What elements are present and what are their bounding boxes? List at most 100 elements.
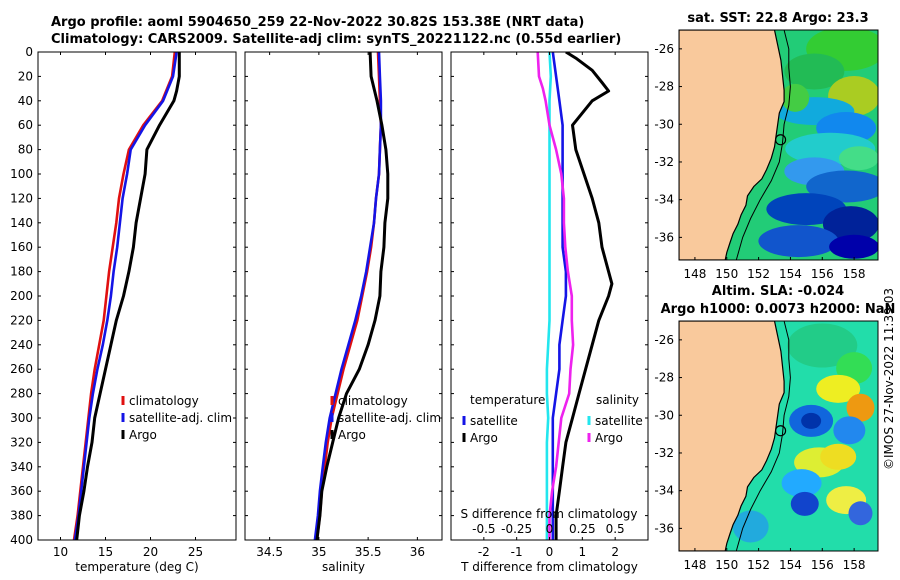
temp-axis-label: temperature (deg C) — [75, 560, 198, 574]
depth-tick-label: 220 — [10, 313, 33, 327]
sst-shelf-contour — [735, 30, 791, 260]
temp-series-argo — [75, 52, 181, 540]
sla-float-marker — [774, 425, 787, 437]
depth-tick-label: 340 — [10, 460, 33, 474]
depth-tick-label: 60 — [18, 118, 33, 132]
depth-tick-label: 240 — [10, 338, 33, 352]
depth-tick-label: 20 — [18, 69, 33, 83]
diff-series-t-argo — [554, 52, 614, 540]
sla-lat-tick-label: -36 — [654, 521, 674, 535]
sal-xtick-label: 35 — [311, 545, 326, 559]
diff-legend-label: satellite — [470, 414, 518, 428]
sla-field-patch — [732, 510, 769, 543]
depth-tick-label: 360 — [10, 484, 33, 498]
sst-lon-tick-label: 158 — [843, 267, 866, 281]
sla-map-subtitle: Argo h1000: 0.0073 h2000: NaN — [661, 302, 896, 317]
depth-tick-label: 80 — [18, 143, 33, 157]
sst-field-patch — [822, 206, 878, 243]
sla-map-group — [679, 321, 878, 551]
sst-lon-tick-label: 152 — [747, 267, 770, 281]
sst-lat-tick-label: -30 — [654, 117, 674, 131]
sst-lon-tick-label: 154 — [779, 267, 802, 281]
depth-tick-label: 320 — [10, 435, 33, 449]
sla-lon-tick-label: 156 — [811, 558, 834, 572]
temp-series-satellite-adj-clim — [73, 52, 178, 540]
sal-legend-label: climatology — [338, 394, 408, 408]
sla-lat-tick-label: -28 — [654, 371, 674, 385]
sst-land — [679, 30, 785, 260]
diff-legend-title-temperature: temperature — [470, 393, 545, 407]
depth-tick-label: 180 — [10, 265, 33, 279]
depth-tick-label: 160 — [10, 240, 33, 254]
sla-lat-tick-label: -26 — [654, 333, 674, 347]
depth-tick-label: 100 — [10, 167, 33, 181]
salinity-diff-tick-label: -0.5 — [472, 522, 495, 536]
sla-field-patch — [801, 412, 822, 429]
sal-series-group — [313, 52, 390, 540]
temp-legend-label: Argo — [129, 428, 157, 442]
temp-plot-frame — [37, 51, 237, 541]
sst-field-patch — [829, 234, 878, 259]
diff-legend-label: Argo — [470, 431, 498, 445]
diff-series-group — [536, 52, 614, 540]
sst-field-patch — [806, 170, 878, 203]
diff-xtick-label: 1 — [579, 545, 587, 559]
sla-field-patch — [790, 491, 819, 516]
depth-tick-label: 260 — [10, 362, 33, 376]
salinity-diff-axis-label: S difference from climatology — [461, 507, 638, 521]
sst-lat-tick-label: -32 — [654, 155, 674, 169]
temp-xtick-label: 10 — [53, 545, 68, 559]
temp-xtick-label: 20 — [143, 545, 158, 559]
sla-lon-tick-label: 152 — [747, 558, 770, 572]
sla-field-patch — [848, 501, 873, 526]
sla-land — [679, 321, 785, 551]
diff-legend-label: satellite — [595, 414, 643, 428]
figure-title-line-2: Climatology: CARS2009. Satellite-adj cli… — [51, 32, 622, 47]
sst-lon-tick-label: 156 — [811, 267, 834, 281]
diff-series-s-satellite — [545, 52, 553, 540]
temp-xtick-label: 15 — [98, 545, 113, 559]
salinity-diff-tick-label: 0.25 — [569, 522, 596, 536]
sal-plot-frame — [244, 51, 443, 541]
depth-tick-label: 380 — [10, 509, 33, 523]
temp-legend-label: satellite-adj. clim — [129, 411, 232, 425]
depth-tick-label: 40 — [18, 94, 33, 108]
sla-field-patch — [781, 469, 822, 498]
depth-tick-label: 120 — [10, 191, 33, 205]
sst-map-group — [679, 30, 878, 260]
sla-map-frame — [678, 320, 879, 552]
sst-map-title: sat. SST: 22.8 Argo: 23.3 — [687, 11, 868, 26]
diff-series-t-satellite — [551, 52, 568, 540]
sla-lon-tick-label: 150 — [715, 558, 738, 572]
imos-credit: ©IMOS 27-Nov-2022 11:39:03 — [882, 287, 896, 470]
depth-tick-label: 300 — [10, 411, 33, 425]
sst-float-marker — [774, 134, 787, 146]
sal-xtick-label: 36 — [410, 545, 425, 559]
depth-tick-label: 200 — [10, 289, 33, 303]
diff-axis-label: T difference from climatology — [460, 560, 638, 574]
sla-field-patch — [787, 323, 858, 368]
sst-field-patch — [758, 225, 839, 258]
temp-series-group — [72, 52, 181, 540]
diff-xtick-label: -2 — [478, 545, 490, 559]
diff-xtick-label: 0 — [546, 545, 554, 559]
depth-tick-label: 400 — [10, 533, 33, 547]
sal-legend-label: satellite-adj. clim — [338, 411, 441, 425]
sst-lon-tick-label: 150 — [715, 267, 738, 281]
salinity-diff-tick-label: 0 — [546, 522, 554, 536]
sst-lat-tick-label: -34 — [654, 193, 674, 207]
sal-legend-label: Argo — [338, 428, 366, 442]
sal-series-argo — [315, 52, 390, 540]
sst-lat-tick-label: -28 — [654, 80, 674, 94]
sla-shelf-contour — [735, 321, 791, 551]
sla-lat-tick-label: -32 — [654, 446, 674, 460]
sst-map-frame — [678, 29, 879, 261]
diff-legend-title-salinity: salinity — [596, 393, 639, 407]
sal-xtick-label: 35.5 — [355, 545, 382, 559]
sla-field-patch — [816, 374, 861, 403]
diff-xtick-label: 2 — [611, 545, 619, 559]
depth-tick-label: 140 — [10, 216, 33, 230]
depth-tick-label: 0 — [25, 45, 33, 59]
sla-field-patch — [820, 443, 857, 470]
